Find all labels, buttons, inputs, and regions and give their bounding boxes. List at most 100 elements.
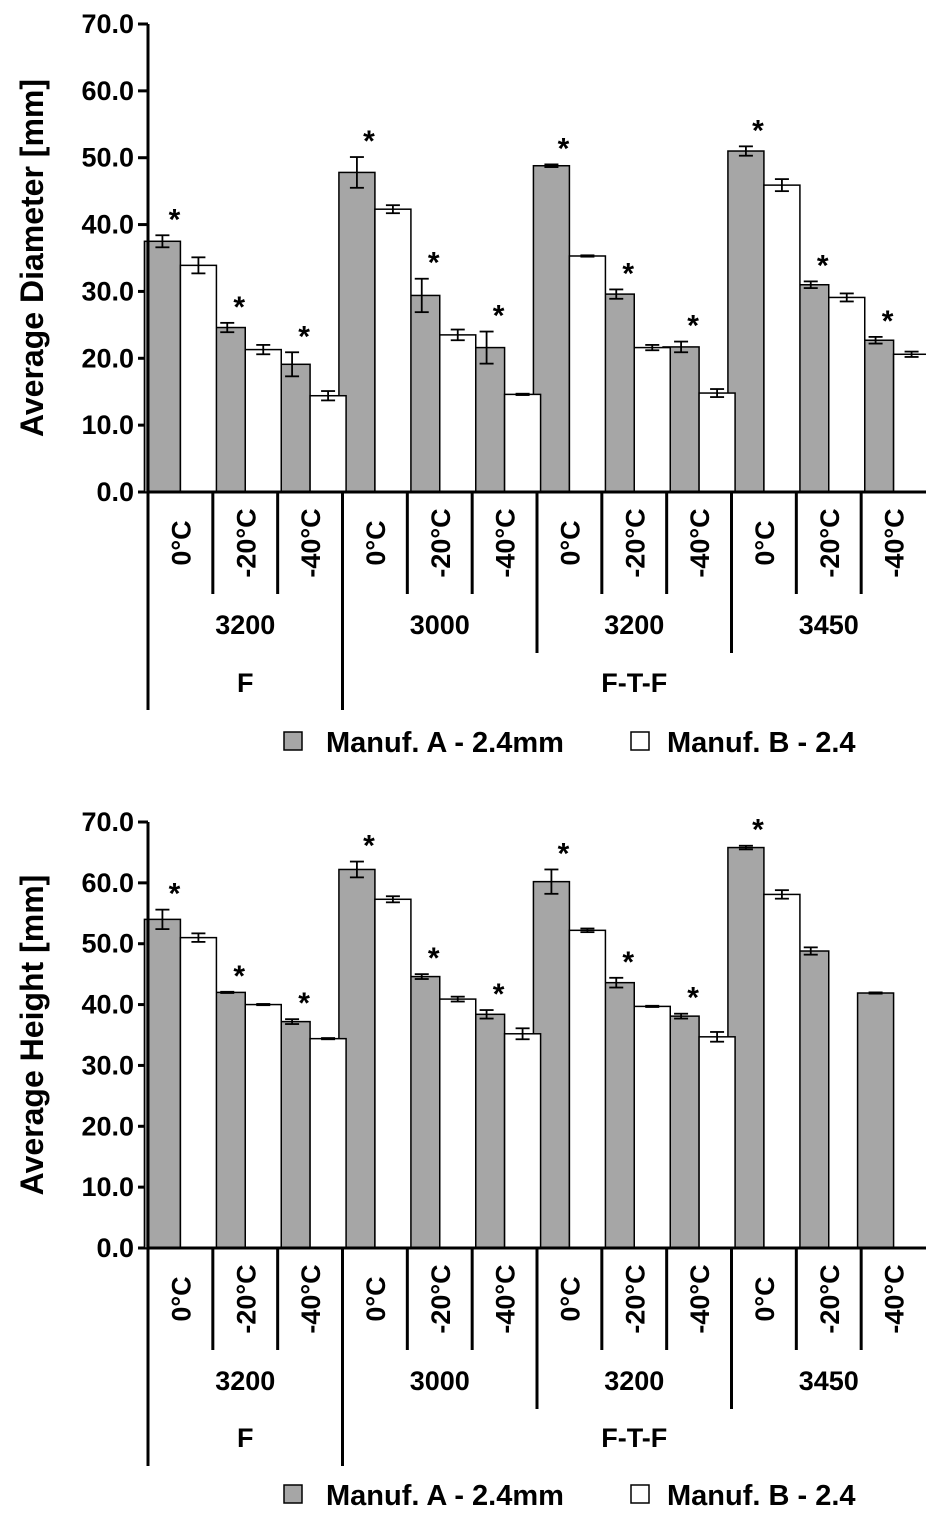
category-label: 0°C xyxy=(361,520,391,565)
group-label-level2: 3000 xyxy=(410,1366,470,1396)
legend-label-manuf-b: Manuf. B - 2.4 xyxy=(667,1480,856,1512)
legend-label-manuf-a: Manuf. A - 2.4mm xyxy=(326,1480,564,1512)
significance-marker: * xyxy=(622,946,634,979)
legend: Manuf. A - 2.4mm Manuf. B - 2.4 xyxy=(283,1480,856,1512)
significance-marker: * xyxy=(687,982,699,1015)
group-label-level2: 3450 xyxy=(799,610,859,640)
y-axis-label: Average Diameter [mm] xyxy=(14,79,50,437)
chart-1: 0.0 10.0 20.0 30.0 40.0 50.0 60.0 70.0 Average D… xyxy=(14,9,926,759)
bar-manuf-a xyxy=(143,918,182,1249)
y-tick-label: 60.0 xyxy=(81,868,134,898)
category-label: -40°C xyxy=(296,508,326,577)
bar-manuf-b xyxy=(309,1037,347,1249)
significance-marker: * xyxy=(817,249,829,282)
y-tick-label: 60.0 xyxy=(81,76,134,106)
legend-label-manuf-b: Manuf. B - 2.4 xyxy=(667,727,856,759)
y-tick-label: 0.0 xyxy=(96,1233,134,1263)
bar-manuf-b xyxy=(503,393,542,493)
bar-manuf-b xyxy=(568,929,607,1249)
legend: Manuf. A - 2.4mm Manuf. B - 2.4 xyxy=(283,727,856,759)
group-label-level3: F-T-F xyxy=(601,668,667,698)
bar-manuf-b xyxy=(568,255,607,493)
category-label: -20°C xyxy=(426,508,456,577)
bar-manuf-a xyxy=(143,240,182,493)
significance-marker: * xyxy=(233,960,245,993)
significance-marker: * xyxy=(298,987,310,1020)
legend-swatch-manuf-b xyxy=(630,731,650,751)
chart-2: 0.0 10.0 20.0 30.0 40.0 50.0 60.0 70.0 Average H… xyxy=(14,807,926,1512)
group-label-level2: 3200 xyxy=(604,610,664,640)
group-label-level2: 3200 xyxy=(215,1366,275,1396)
category-label: -20°C xyxy=(620,1264,650,1333)
category-label: 0°C xyxy=(555,1276,585,1321)
bar-manuf-b xyxy=(374,898,412,1249)
group-label-level2: 3200 xyxy=(215,610,275,640)
y-tick-label: 70.0 xyxy=(81,807,134,837)
bar-manuf-b xyxy=(633,1005,671,1249)
y-tick-label: 10.0 xyxy=(81,1172,134,1202)
y-tick-label: 0.0 xyxy=(96,477,134,507)
bar-manuf-b xyxy=(439,334,477,493)
bar-manuf-b xyxy=(179,936,218,1249)
significance-marker: * xyxy=(687,310,699,343)
y-axis-label: Average Height [mm] xyxy=(14,875,50,1196)
y-tick-label: 40.0 xyxy=(81,210,134,240)
y-tick-label: 20.0 xyxy=(81,343,134,373)
y-tick-label: 10.0 xyxy=(81,410,134,440)
significance-marker: * xyxy=(558,837,570,870)
significance-marker: * xyxy=(233,291,245,324)
y-tick-label: 30.0 xyxy=(81,1050,134,1080)
bar-manuf-b xyxy=(763,184,801,493)
bar-manuf-b xyxy=(503,1033,542,1249)
bar-manuf-b xyxy=(633,346,671,493)
significance-marker: * xyxy=(622,257,634,290)
significance-marker: * xyxy=(169,878,181,911)
bar-manuf-b xyxy=(244,1003,282,1249)
y-tick-label: 50.0 xyxy=(81,143,134,173)
legend-swatch-manuf-b xyxy=(630,1484,650,1504)
significance-marker: * xyxy=(298,320,310,353)
group-label-level3: F xyxy=(237,668,254,698)
significance-marker: * xyxy=(428,942,440,975)
category-label: -20°C xyxy=(815,508,845,577)
bar-manuf-b xyxy=(374,208,412,493)
category-label: -40°C xyxy=(491,1264,521,1333)
category-label: -20°C xyxy=(815,1264,845,1333)
bar-manuf-b xyxy=(698,392,736,493)
category-label: -40°C xyxy=(880,1264,910,1333)
bar-manuf-b xyxy=(179,264,218,493)
category-label: -20°C xyxy=(426,1264,456,1333)
significance-marker: * xyxy=(493,978,505,1011)
significance-marker: * xyxy=(752,114,764,147)
category-label: -40°C xyxy=(685,508,715,577)
bar-manuf-b xyxy=(828,296,866,493)
group-label-level3: F xyxy=(237,1423,254,1453)
significance-marker: * xyxy=(363,125,375,158)
bar-manuf-b xyxy=(309,394,347,493)
significance-marker: * xyxy=(558,132,570,165)
y-tick-label: 40.0 xyxy=(81,990,134,1020)
category-label: -40°C xyxy=(685,1264,715,1333)
category-label: -20°C xyxy=(231,1264,261,1333)
category-label: -20°C xyxy=(231,508,261,577)
category-label: -20°C xyxy=(620,508,650,577)
significance-marker: * xyxy=(428,247,440,280)
bar-manuf-b xyxy=(439,998,477,1249)
category-label: -40°C xyxy=(296,1264,326,1333)
y-tick-label: 30.0 xyxy=(81,276,134,306)
category-label: 0°C xyxy=(166,1276,196,1321)
group-label-level2: 3000 xyxy=(410,610,470,640)
y-tick-label: 70.0 xyxy=(81,9,134,39)
y-tick-label: 50.0 xyxy=(81,929,134,959)
significance-marker: * xyxy=(169,203,181,236)
legend-label-manuf-a: Manuf. A - 2.4mm xyxy=(326,727,564,759)
significance-marker: * xyxy=(493,300,505,333)
group-label-level2: 3450 xyxy=(799,1366,859,1396)
bar-manuf-b xyxy=(892,353,926,493)
legend-swatch-manuf-a xyxy=(283,731,303,751)
category-label: 0°C xyxy=(555,520,585,565)
category-label: 0°C xyxy=(361,1276,391,1321)
bar-manuf-b xyxy=(763,893,801,1249)
